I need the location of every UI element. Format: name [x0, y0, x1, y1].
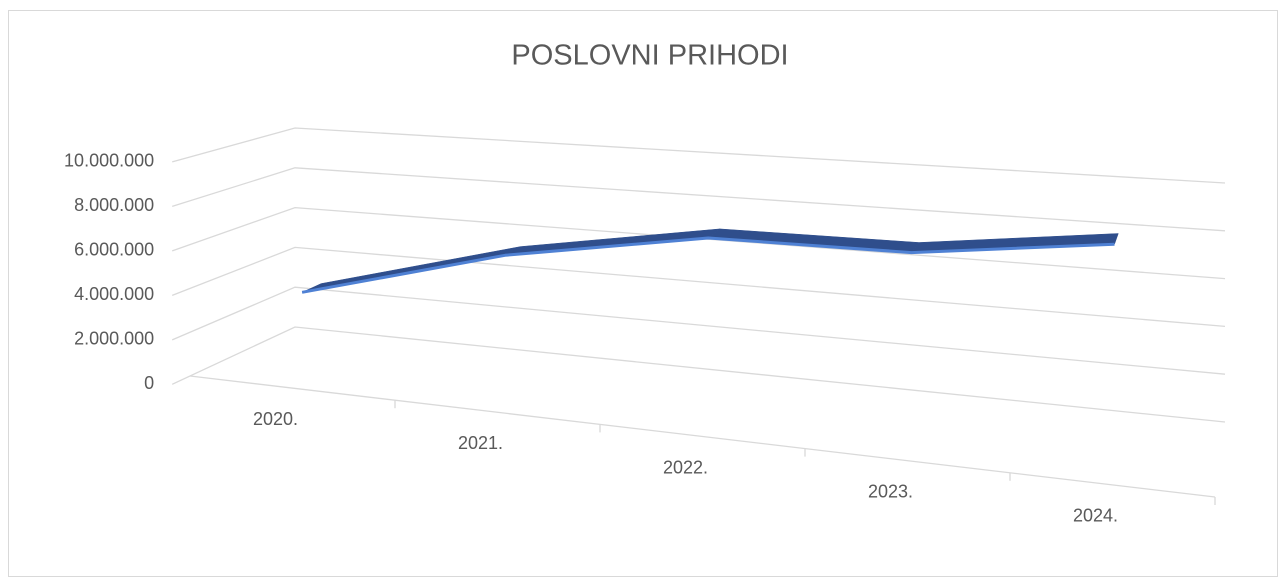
x-tick-label: 2023.	[868, 481, 913, 501]
grid-line	[172, 167, 1226, 232]
x-tick-label: 2024.	[1073, 506, 1118, 526]
y-tick-label: 2.000.000	[74, 329, 154, 349]
grid-line	[171, 326, 1226, 423]
y-tick-label: 6.000.000	[74, 240, 154, 260]
grid-line	[172, 127, 1226, 184]
y-tick-label: 10.000.000	[64, 151, 154, 171]
grid-line	[171, 206, 1226, 280]
line-front-edge	[301, 236, 1115, 294]
x-tick-label: 2021.	[458, 433, 503, 453]
chart-border	[8, 10, 1278, 577]
grid-line	[171, 286, 1226, 375]
y-tick-label: 4.000.000	[74, 284, 154, 304]
x-axis	[189, 375, 1216, 498]
chart-title: POSLOVNI PRIHODI	[511, 40, 788, 72]
x-tick-label: 2022.	[663, 457, 708, 477]
y-tick-label: 8.000.000	[74, 195, 154, 215]
grid-line	[171, 246, 1226, 328]
x-tick-label: 2020.	[253, 409, 298, 429]
y-tick-label: 0	[144, 373, 154, 393]
